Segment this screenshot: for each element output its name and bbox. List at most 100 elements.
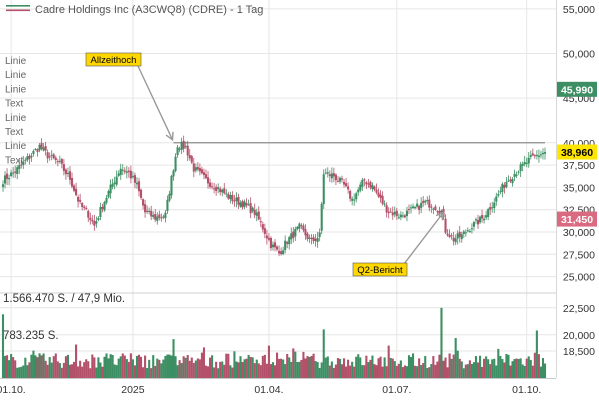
volume-bar [349, 365, 352, 378]
volume-bar [438, 354, 441, 378]
volume-bar [221, 361, 224, 378]
volume-bar [409, 356, 413, 378]
chart-legend: Cadre Holdings Inc (A3CWQ8) (CDRE) - 1 T… [6, 4, 263, 16]
time-tick-label: 01.10. [0, 384, 26, 396]
volume-bar [426, 368, 429, 378]
volume-bar [196, 358, 199, 378]
volume-bar [300, 359, 303, 378]
volume-bar [298, 361, 301, 378]
candle [253, 203, 256, 219]
volume-bar [101, 366, 104, 378]
volume-bar [340, 364, 344, 378]
volume-bar [117, 358, 120, 378]
volume-bar [381, 366, 384, 378]
volume-bar [64, 356, 67, 378]
candle [137, 177, 141, 197]
candle [403, 213, 406, 219]
candle [263, 223, 266, 239]
volume-bar [267, 345, 270, 378]
volume-bar [375, 365, 378, 378]
volume-bar [342, 358, 346, 378]
candle [231, 191, 234, 205]
volume-bar [28, 362, 31, 378]
price-tick-label: 25,000 [563, 272, 595, 284]
svg-text:31,450: 31,450 [561, 214, 593, 226]
volume-bar [541, 357, 545, 378]
candle [342, 178, 346, 188]
volume-bar [412, 353, 415, 378]
volume-bar [89, 368, 92, 378]
volume-bar [152, 355, 155, 378]
volume-tick-label: 20,000 [563, 330, 595, 342]
candle [215, 184, 218, 196]
volume-bar [192, 362, 195, 378]
candle [405, 206, 409, 222]
svg-text:45,990: 45,990 [561, 84, 593, 96]
legend-swatch-down [6, 9, 30, 12]
candle [438, 206, 441, 217]
volume-bar [527, 356, 530, 378]
candle [306, 231, 309, 242]
annotation-all-time-high: Allzeithoch [85, 52, 174, 142]
price-tick-label: 27,500 [563, 249, 595, 261]
volume-bar [58, 363, 61, 378]
candle [288, 235, 291, 250]
volume-bar [493, 358, 496, 378]
volume-bar [403, 365, 406, 378]
candle [336, 176, 339, 183]
candle [103, 200, 106, 212]
candle [89, 212, 92, 225]
candle [409, 204, 413, 214]
volume-bar [491, 359, 494, 378]
volume-bar [373, 364, 376, 378]
volume-bar [481, 366, 484, 378]
candle [458, 225, 461, 243]
candle [225, 189, 228, 198]
volume-bar [70, 364, 74, 378]
candle [359, 181, 362, 193]
candle [198, 163, 201, 176]
candle [97, 216, 100, 222]
candle [117, 170, 120, 177]
candle [286, 240, 289, 249]
candle [320, 201, 323, 235]
volume-bar [414, 365, 417, 378]
volume-bar [416, 366, 419, 378]
volume-bar [148, 359, 151, 378]
svg-text:Allzeithoch: Allzeithoch [91, 55, 137, 66]
candle [332, 167, 335, 183]
volume-bar [231, 367, 234, 378]
candle [290, 227, 293, 245]
volume-bar [123, 355, 126, 378]
volume-bar [304, 358, 307, 378]
candle [42, 143, 45, 152]
volume-bar [280, 358, 283, 378]
candle [123, 167, 126, 175]
candle [460, 231, 463, 243]
candle [172, 169, 175, 181]
volume-bar [170, 355, 173, 378]
price-tick-label: 37,500 [563, 160, 595, 172]
candle [135, 177, 139, 189]
volume-bar [188, 360, 191, 378]
price-tick-label: 30,000 [563, 227, 595, 239]
volume-bar [184, 357, 187, 378]
side-label: Linie [5, 70, 27, 81]
volume-bar [302, 351, 305, 378]
candle [221, 188, 224, 197]
candle [194, 163, 197, 173]
volume-bar [263, 354, 266, 378]
candle [284, 235, 287, 254]
annotations: Allzeithoch Q2-Bericht [85, 52, 445, 277]
candle [64, 168, 67, 180]
time-tick-label: 2025 [121, 384, 145, 396]
volume-bar [454, 338, 457, 378]
time-axis: 01.10. 2025 01.04. 01.07. 01.10. [0, 384, 541, 396]
candle [511, 176, 514, 187]
volume-bar [389, 357, 392, 378]
volume-bar [20, 366, 23, 378]
candle [381, 191, 384, 206]
volume-bar [422, 363, 425, 378]
candle [422, 196, 425, 207]
candle [213, 182, 216, 194]
